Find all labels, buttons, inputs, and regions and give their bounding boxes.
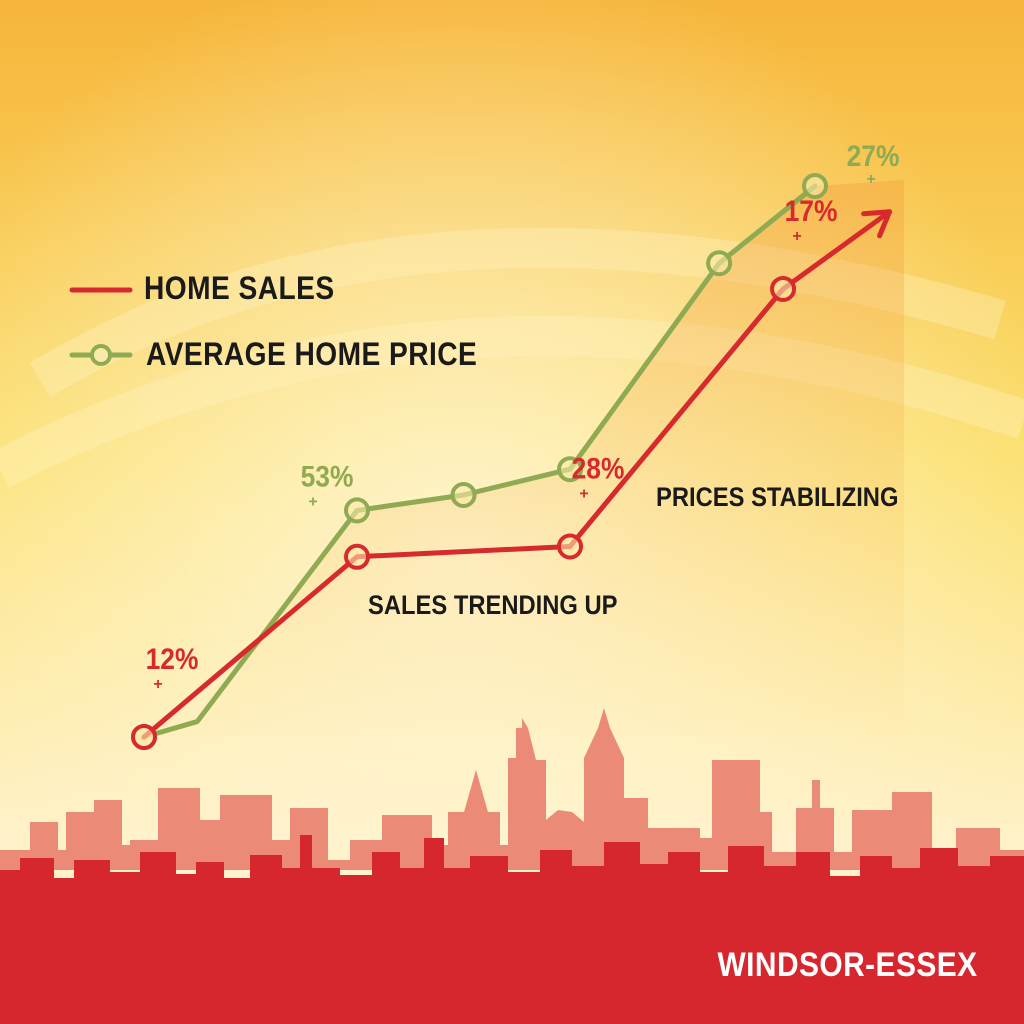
home-sales-data-label: 17% (785, 193, 838, 227)
legend-home-sales-label: HOME SALES (144, 270, 335, 306)
average-home-price-point (802, 173, 828, 199)
skyline-front (0, 835, 1024, 1024)
average-home-price-data-label: 53% (301, 459, 354, 493)
home-sales-data-label-sign: + (153, 676, 162, 693)
home-sales-point (131, 724, 157, 750)
legend-average-home-price-label: AVERAGE HOME PRICE (146, 336, 478, 372)
data-labels: 12%+28%+17%+53%+27%+ (146, 138, 900, 693)
average-home-price-data-label-sign: + (866, 171, 875, 188)
home-sales-point (557, 533, 584, 560)
skyline-back (0, 708, 1024, 870)
average-home-price-point (706, 250, 733, 277)
home-sales-data-label: 12% (146, 641, 199, 675)
legend (69, 287, 133, 366)
home-sales-data-label: 28% (572, 451, 625, 485)
average-home-price-data-label-sign: + (308, 493, 317, 510)
home-sales-point (344, 543, 371, 570)
home-sales-series (131, 209, 893, 750)
average-home-price-point (557, 456, 584, 483)
home-sales-point (770, 275, 797, 302)
annotation-sales-trending-up: SALES TRENDING UP (368, 590, 618, 620)
home-sales-arrowhead (861, 209, 893, 239)
legend-average-home-price-marker (90, 344, 112, 366)
home-sales-data-label-sign: + (792, 228, 801, 245)
average-home-price-data-label: 27% (847, 138, 900, 172)
region-label: WINDSOR-ESSEX (717, 946, 978, 984)
annotation-prices-stabilizing: PRICES STABILIZING (656, 482, 899, 512)
city-skyline (0, 708, 1024, 1024)
trend-area (144, 180, 904, 737)
average-home-price-point (344, 497, 371, 524)
home-sales-data-label-sign: + (579, 485, 588, 502)
average-home-price-point (450, 481, 477, 508)
